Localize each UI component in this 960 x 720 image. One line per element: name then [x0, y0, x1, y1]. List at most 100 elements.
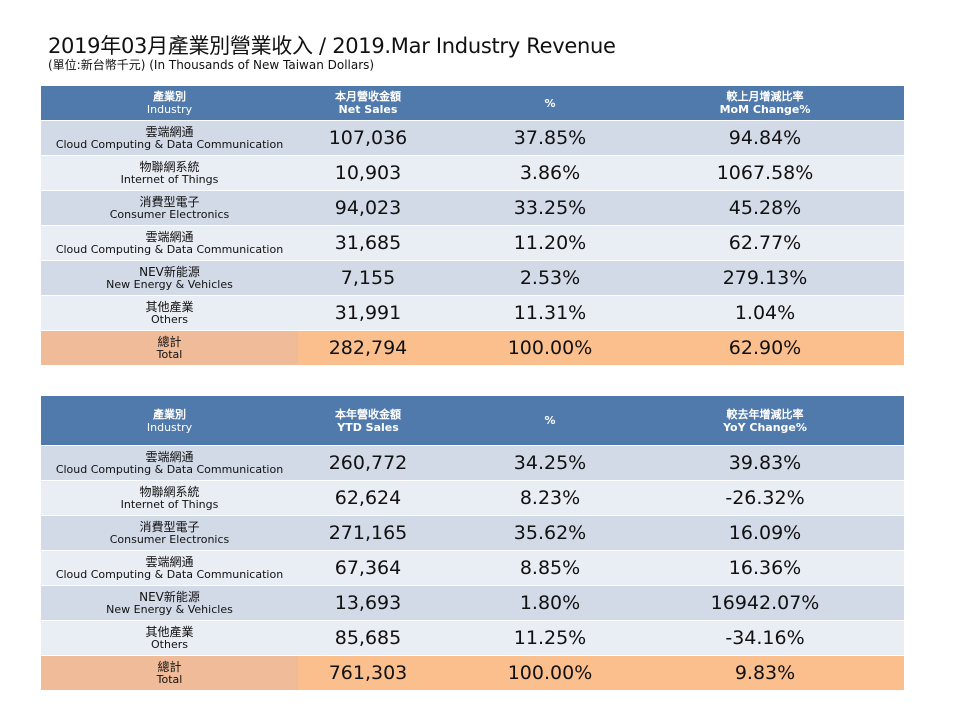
change-cell: 39.83%	[662, 445, 904, 481]
industry-cell: NEV新能源 New Energy & Vehicles	[41, 260, 298, 296]
header-en: YTD Sales	[337, 420, 399, 434]
percent-cell: 100.00%	[438, 330, 662, 366]
header-en: Industry	[146, 103, 193, 116]
total-row: 總計 Total 761,303 100.00% 9.83%	[41, 655, 904, 691]
industry-cell: 物聯網系統 Internet of Things	[41, 480, 298, 516]
sales-cell: 761,303	[298, 655, 438, 691]
header-row: 產業別 Industry 本年營收金額 YTD Sales% 較去年增減比率 YoY Ch…	[41, 396, 904, 446]
monthly-revenue-table: 產業別 Industry 本月營收金額 Net Sales% 較上月增減比率 MoM Ch…	[41, 86, 904, 366]
industry-zh: 物聯網系統	[139, 484, 200, 499]
industry-zh: 消費型電子	[139, 519, 200, 534]
industry-zh: NEV新能源	[139, 589, 200, 604]
industry-zh: 總計	[157, 659, 182, 674]
change-cell: 16.36%	[662, 550, 904, 586]
industry-en: New Energy & Vehicles	[106, 277, 233, 291]
percent-cell: 37.85%	[438, 120, 662, 156]
sales-cell: 31,685	[298, 225, 438, 261]
column-header: 產業別 Industry	[41, 86, 298, 121]
header-en: Industry	[146, 420, 193, 434]
percent-cell: 34.25%	[438, 445, 662, 481]
industry-zh: 總計	[157, 334, 182, 349]
industry-zh: 雲端網通	[145, 124, 194, 139]
percent-cell: 8.85%	[438, 550, 662, 586]
header-en: %	[544, 96, 556, 110]
percent-cell: 11.25%	[438, 620, 662, 656]
industry-en: Cloud Computing & Data Communication	[55, 567, 284, 581]
industry-cell: 其他產業 Others	[41, 295, 298, 331]
industry-zh: 其他產業	[145, 624, 194, 639]
column-header: 產業別 Industry	[41, 396, 298, 446]
industry-cell: 雲端網通 Cloud Computing & Data Communication	[41, 225, 298, 261]
sales-cell: 282,794	[298, 330, 438, 366]
table-row: NEV新能源 New Energy & Vehicles 7,155 2.53% …	[41, 260, 904, 296]
industry-en: Total	[156, 347, 183, 361]
industry-zh: 消費型電子	[139, 194, 200, 209]
change-cell: -26.32%	[662, 480, 904, 516]
industry-cell: 雲端網通 Cloud Computing & Data Communication	[41, 445, 298, 481]
sales-cell: 107,036	[298, 120, 438, 156]
header-en: %	[544, 414, 556, 427]
industry-en: Consumer Electronics	[109, 532, 230, 546]
change-cell: 62.77%	[662, 225, 904, 261]
percent-cell: 8.23%	[438, 480, 662, 516]
table-row: 其他產業 Others 31,991 11.31% 1.04%	[41, 295, 904, 331]
table-row: 雲端網通 Cloud Computing & Data Communication…	[41, 550, 904, 586]
industry-en: Total	[156, 672, 183, 686]
industry-cell: NEV新能源 New Energy & Vehicles	[41, 585, 298, 621]
sales-cell: 10,903	[298, 155, 438, 191]
change-cell: 1.04%	[662, 295, 904, 331]
sales-cell: 62,624	[298, 480, 438, 516]
change-cell: 279.13%	[662, 260, 904, 296]
sales-cell: 67,364	[298, 550, 438, 586]
industry-en: Cloud Computing & Data Communication	[55, 137, 284, 151]
percent-cell: 33.25%	[438, 190, 662, 226]
table-row: 雲端網通 Cloud Computing & Data Communication…	[41, 445, 904, 481]
column-header: 本月營收金額 Net Sales	[298, 86, 438, 121]
table-row: 消費型電子 Consumer Electronics 271,165 35.62%…	[41, 515, 904, 551]
industry-en: Others	[151, 312, 188, 326]
industry-zh: 雲端網通	[145, 229, 194, 244]
sales-cell: 260,772	[298, 445, 438, 481]
industry-cell: 消費型電子 Consumer Electronics	[41, 190, 298, 226]
industry-en: Cloud Computing & Data Communication	[55, 462, 284, 476]
industry-cell: 消費型電子 Consumer Electronics	[41, 515, 298, 551]
change-cell: 16942.07%	[662, 585, 904, 621]
header-en: Net Sales	[338, 103, 398, 116]
change-cell: 16.09%	[662, 515, 904, 551]
table-row: 其他產業 Others 85,685 11.25% -34.16%	[41, 620, 904, 656]
header-zh: 較上月增減比率	[726, 90, 804, 103]
industry-en: New Energy & Vehicles	[106, 602, 233, 616]
column-header: %	[438, 86, 662, 121]
header-zh: 本年營收金額	[335, 407, 401, 421]
header-row: 產業別 Industry 本月營收金額 Net Sales% 較上月增減比率 MoM Ch…	[41, 86, 904, 121]
percent-cell: 1.80%	[438, 585, 662, 621]
industry-cell: 雲端網通 Cloud Computing & Data Communication	[41, 550, 298, 586]
change-cell: 45.28%	[662, 190, 904, 226]
percent-cell: 3.86%	[438, 155, 662, 191]
industry-zh: 物聯網系統	[139, 159, 200, 174]
header-zh: 較去年增減比率	[726, 407, 804, 421]
percent-cell: 100.00%	[438, 655, 662, 691]
page-title: 2019年03月產業別營業收入 / 2019.Mar Industry Reve…	[48, 34, 616, 58]
table-row: 物聯網系統 Internet of Things 10,903 3.86% 106…	[41, 155, 904, 191]
industry-cell: 總計 Total	[41, 330, 298, 366]
table-row: 雲端網通 Cloud Computing & Data Communication…	[41, 120, 904, 156]
percent-cell: 2.53%	[438, 260, 662, 296]
industry-en: Internet of Things	[120, 172, 219, 186]
table-row: 消費型電子 Consumer Electronics 94,023 33.25% …	[41, 190, 904, 226]
table-row: 物聯網系統 Internet of Things 62,624 8.23% -26…	[41, 480, 904, 516]
industry-cell: 其他產業 Others	[41, 620, 298, 656]
change-cell: 94.84%	[662, 120, 904, 156]
column-header: 本年營收金額 YTD Sales	[298, 396, 438, 446]
sales-cell: 7,155	[298, 260, 438, 296]
percent-cell: 11.31%	[438, 295, 662, 331]
percent-cell: 35.62%	[438, 515, 662, 551]
header-en: MoM Change%	[719, 103, 811, 116]
header-zh: 產業別	[153, 407, 186, 421]
industry-zh: 雲端網通	[145, 554, 194, 569]
header-zh: 本月營收金額	[335, 90, 401, 103]
sales-cell: 85,685	[298, 620, 438, 656]
column-header: 較去年增減比率 YoY Change%	[662, 396, 904, 446]
change-cell: 62.90%	[662, 330, 904, 366]
ytd-revenue-table: 產業別 Industry 本年營收金額 YTD Sales% 較去年增減比率 YoY Ch…	[41, 396, 904, 691]
